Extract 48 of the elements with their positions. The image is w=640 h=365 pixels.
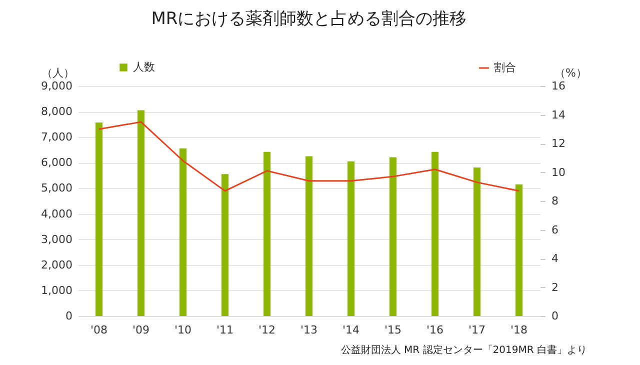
y-tick-label: 8,000 (41, 105, 72, 118)
bar (390, 157, 396, 316)
x-tick-label: '09 (132, 324, 150, 336)
y2-tick-label: 12 (552, 137, 566, 150)
x-tick-label: '10 (174, 324, 192, 336)
bar (96, 122, 102, 316)
x-tick-label: '16 (426, 324, 444, 336)
y-tick-label: 0 (66, 310, 72, 322)
x-tick-label: '15 (384, 324, 402, 336)
y2-tick-label: 10 (552, 166, 566, 179)
bar (306, 156, 312, 316)
x-tick-label: '11 (216, 324, 234, 336)
legend-label: 人数 (133, 60, 155, 74)
y2-tick-label: 6 (552, 223, 558, 236)
y-tick-label: 5,000 (41, 182, 72, 195)
bar (348, 161, 354, 316)
bar (138, 110, 144, 316)
bar (222, 174, 228, 316)
y-tick-label: 2,000 (41, 258, 72, 272)
chart-title: MRにおける薬剤師数と占める割合の推移 (151, 9, 467, 29)
legend-label: 割合 (494, 61, 516, 74)
y-tick-label: 6,000 (41, 156, 72, 170)
y2-tick-label: 2 (552, 280, 558, 294)
x-tick-label: '08 (90, 324, 108, 336)
bar (516, 184, 522, 316)
y2-axis-title: （%） (554, 66, 587, 80)
y-axis-title: （人） (42, 66, 74, 80)
y2-tick-label: 14 (552, 108, 566, 122)
x-tick-label: '17 (468, 324, 486, 336)
x-tick-label: '13 (300, 324, 318, 336)
y2-tick-label: 8 (552, 194, 558, 208)
line-series (98, 121, 520, 192)
bar (180, 148, 186, 316)
y2-tick-label: 16 (552, 80, 566, 92)
bar (264, 152, 270, 316)
text: 公益財団法人 MR 認定センター「2019MR 白書」より (340, 344, 587, 357)
y-tick-label: 3,000 (41, 232, 72, 246)
x-tick-label: '14 (342, 324, 360, 336)
bar (474, 168, 480, 316)
x-tick-label: '18 (510, 324, 528, 336)
x-tick-label: '12 (258, 324, 276, 336)
y-tick-label: 9,000 (41, 80, 72, 92)
y-tick-label: 1,000 (41, 284, 72, 297)
bar (432, 152, 438, 316)
y2-tick-label: 4 (552, 252, 558, 265)
y-tick-label: 7,000 (41, 130, 72, 144)
y2-tick-label: 0 (552, 310, 558, 322)
y-tick-label: 4,000 (41, 207, 72, 220)
